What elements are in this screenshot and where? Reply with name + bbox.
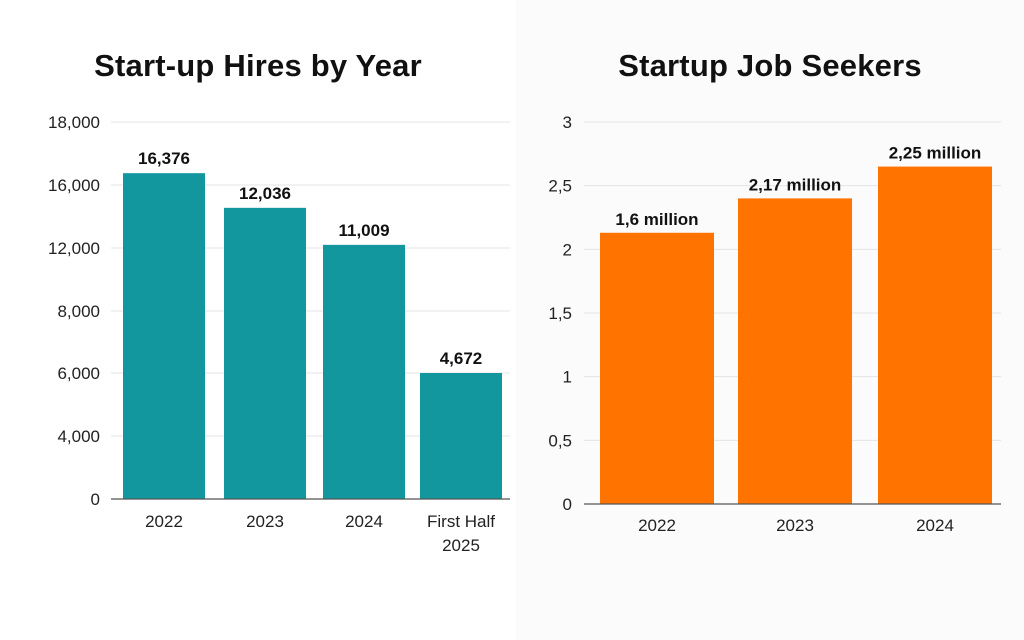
hires-chart-panel: Start-up Hires by Year 0 4,000 6,000 8,000 1… [48,48,510,555]
hires-ytick-label: 18,000 [48,113,100,132]
seekers-xtick-label: 2024 [916,516,954,535]
hires-bar [420,373,502,499]
hires-data-label: 4,672 [440,349,483,368]
seekers-ytick-label: 0,5 [548,431,572,450]
hires-xtick-label: 2023 [246,512,284,531]
seekers-data-label: 2,25 million [889,144,982,163]
seekers-ytick-label: 1 [563,368,572,387]
hires-xtick-label: 2022 [145,512,183,531]
hires-ytick-label: 0 [91,490,100,509]
seekers-xtick-label: 2022 [638,516,676,535]
hires-ytick-label: 12,000 [48,239,100,258]
seekers-ytick-label: 2 [563,240,572,259]
seekers-data-label: 1,6 million [615,210,698,229]
hires-data-label: 12,036 [239,184,291,203]
hires-data-label: 16,376 [138,149,190,168]
hires-xtick-label: 2024 [345,512,383,531]
hires-ytick-label: 16,000 [48,176,100,195]
hires-data-label: 11,009 [338,221,389,240]
seekers-chart-panel: Startup Job Seekers 0 0,5 1 1,5 2 2,5 3 1,6 mil… [516,0,1024,640]
hires-ytick-label: 6,000 [57,364,100,383]
hires-ytick-label: 4,000 [57,427,100,446]
hires-xtick-label: First Half 2025 [427,512,495,555]
seekers-bar [600,232,714,504]
seekers-ytick-label: 3 [563,113,572,132]
hires-ytick-label: 8,000 [57,302,100,321]
hires-chart-title: Start-up Hires by Year [94,48,422,83]
hires-bar [224,207,306,499]
seekers-ytick-label: 2,5 [548,177,572,196]
seekers-xtick-label: 2023 [776,516,814,535]
hires-chart: 0 4,000 6,000 8,000 12,000 16,000 18,000 16,376… [48,113,510,555]
seekers-chart-title: Startup Job Seekers [618,48,922,83]
seekers-bar [878,166,992,505]
hires-bar [323,244,405,499]
hires-bar [123,173,205,499]
seekers-ytick-label: 0 [563,495,572,514]
seekers-ytick-label: 1,5 [548,304,572,323]
seekers-bar [738,198,852,504]
seekers-chart: 0 0,5 1 1,5 2 2,5 3 1,6 million 2022 2,17 million… [548,113,1001,535]
seekers-data-label: 2,17 million [749,175,842,194]
